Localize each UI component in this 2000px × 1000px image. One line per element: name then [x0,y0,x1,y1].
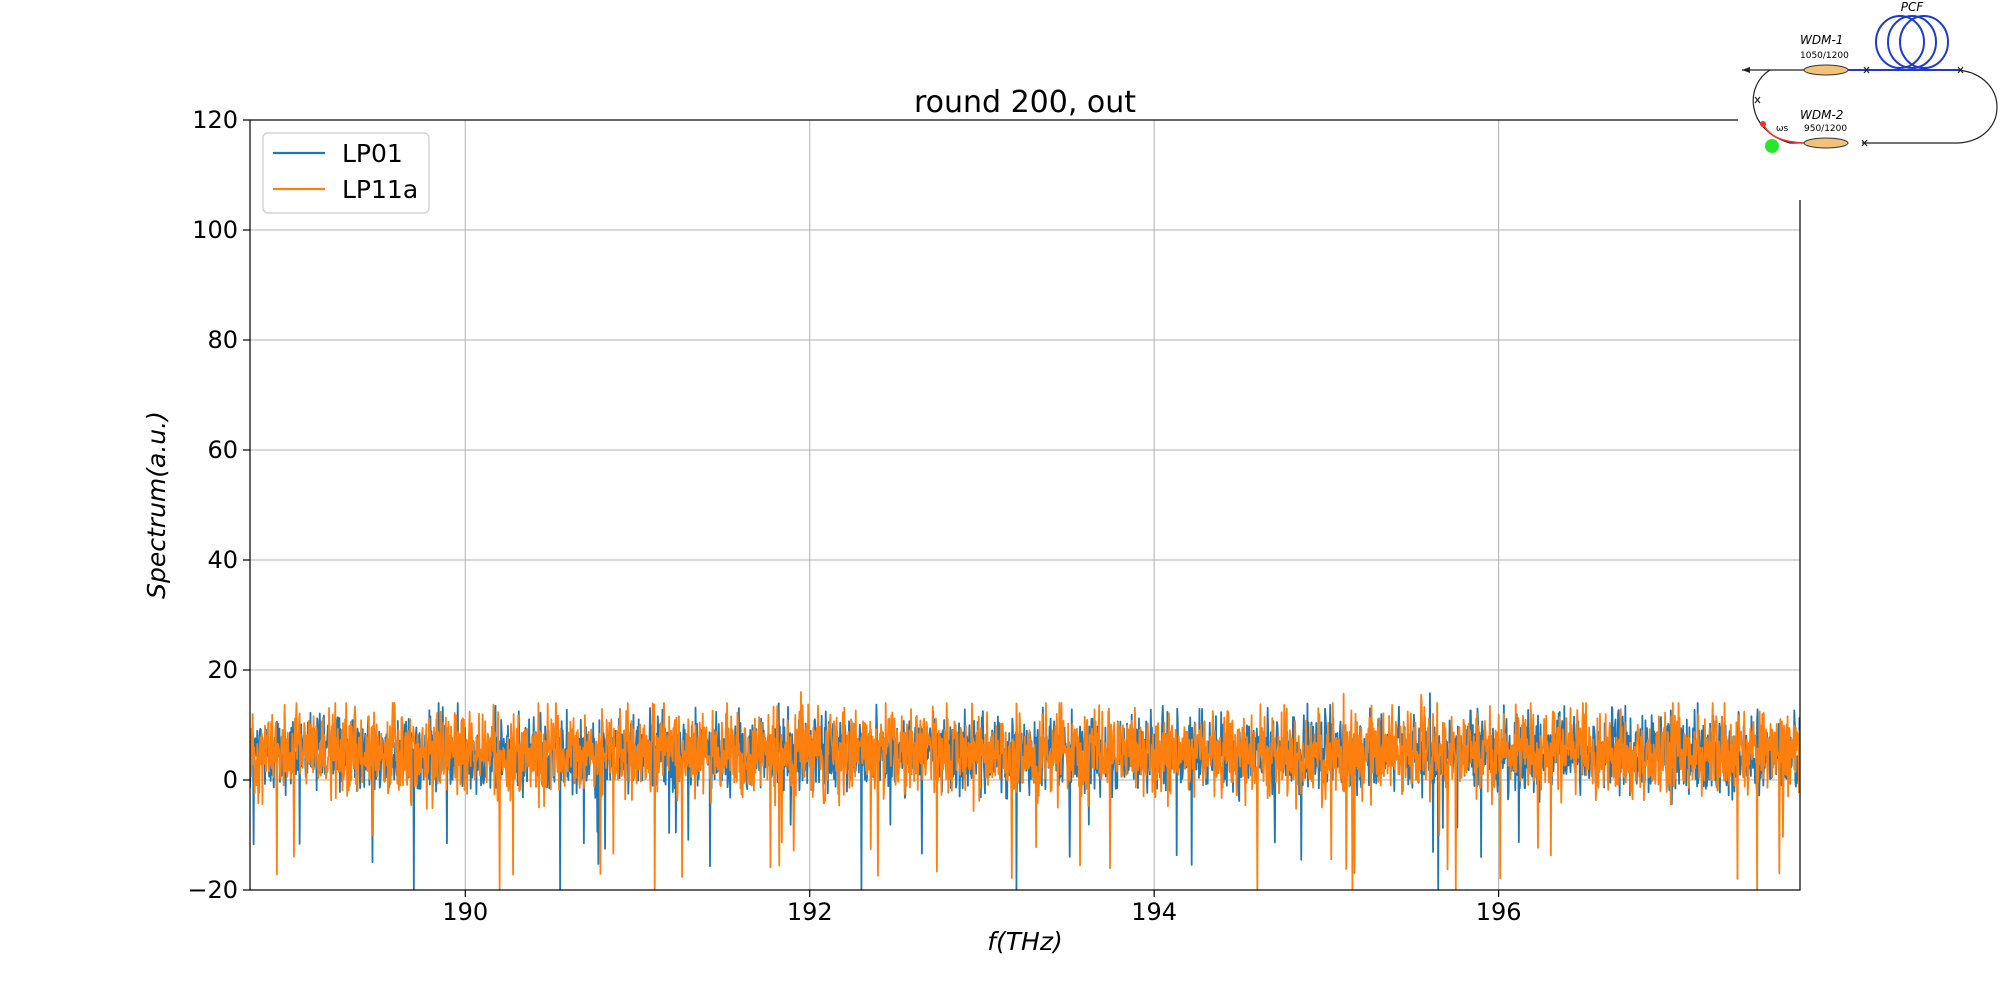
x-tick-label: 190 [442,898,488,926]
y-tick-label: 100 [192,216,238,244]
y-tick-label: 40 [207,546,238,574]
wdm2-label: WDM-2 [1800,108,1843,122]
legend-label-lp01: LP01 [342,139,403,168]
x-axis-label: f(THz) [987,927,1063,956]
red-dot-icon [1760,121,1766,127]
x-tick-label: 196 [1476,898,1522,926]
wdm1-label: WDM-1 [1800,33,1843,47]
plot-frame [249,119,1801,891]
wdm1-spec: 1050/1200 [1800,51,1849,61]
wdm1-coupler-icon [1803,64,1849,76]
pcf-label: PCF [1901,0,1925,14]
grid-lines [250,120,1800,890]
inset-schematic: PCF WDM-1 1050/1200 WDM-2 950/1200 ωs [1738,0,2000,200]
omega-label: ωs [1776,124,1789,134]
axis-ticks: 190 192 194 196 −20 0 20 40 60 80 100 120 [187,106,1521,926]
x-tick-label: 194 [1131,898,1177,926]
series-line-lp11a [250,691,1800,890]
source-marker-icon [1765,139,1779,153]
wdm2-coupler-icon [1803,137,1849,149]
y-tick-label: 60 [207,436,238,464]
chart-title: round 200, out [914,85,1136,120]
pcf-coil-icon [1875,15,1949,69]
arrow-icon [1742,67,1750,73]
y-tick-label: 80 [207,326,238,354]
series-layer [250,691,1800,890]
splice-marks [1754,66,1964,147]
y-tick-label: 120 [192,106,238,134]
legend-label-lp11a: LP11a [342,175,418,204]
x-tick-label: 192 [787,898,833,926]
legend: LP01 LP11a [262,132,430,214]
y-axis-label: Spectrum(a.u.) [142,411,171,599]
y-tick-label: 0 [223,766,238,794]
y-tick-label: 20 [207,656,238,684]
y-tick-label: −20 [187,876,238,904]
wdm2-spec: 950/1200 [1804,124,1847,134]
